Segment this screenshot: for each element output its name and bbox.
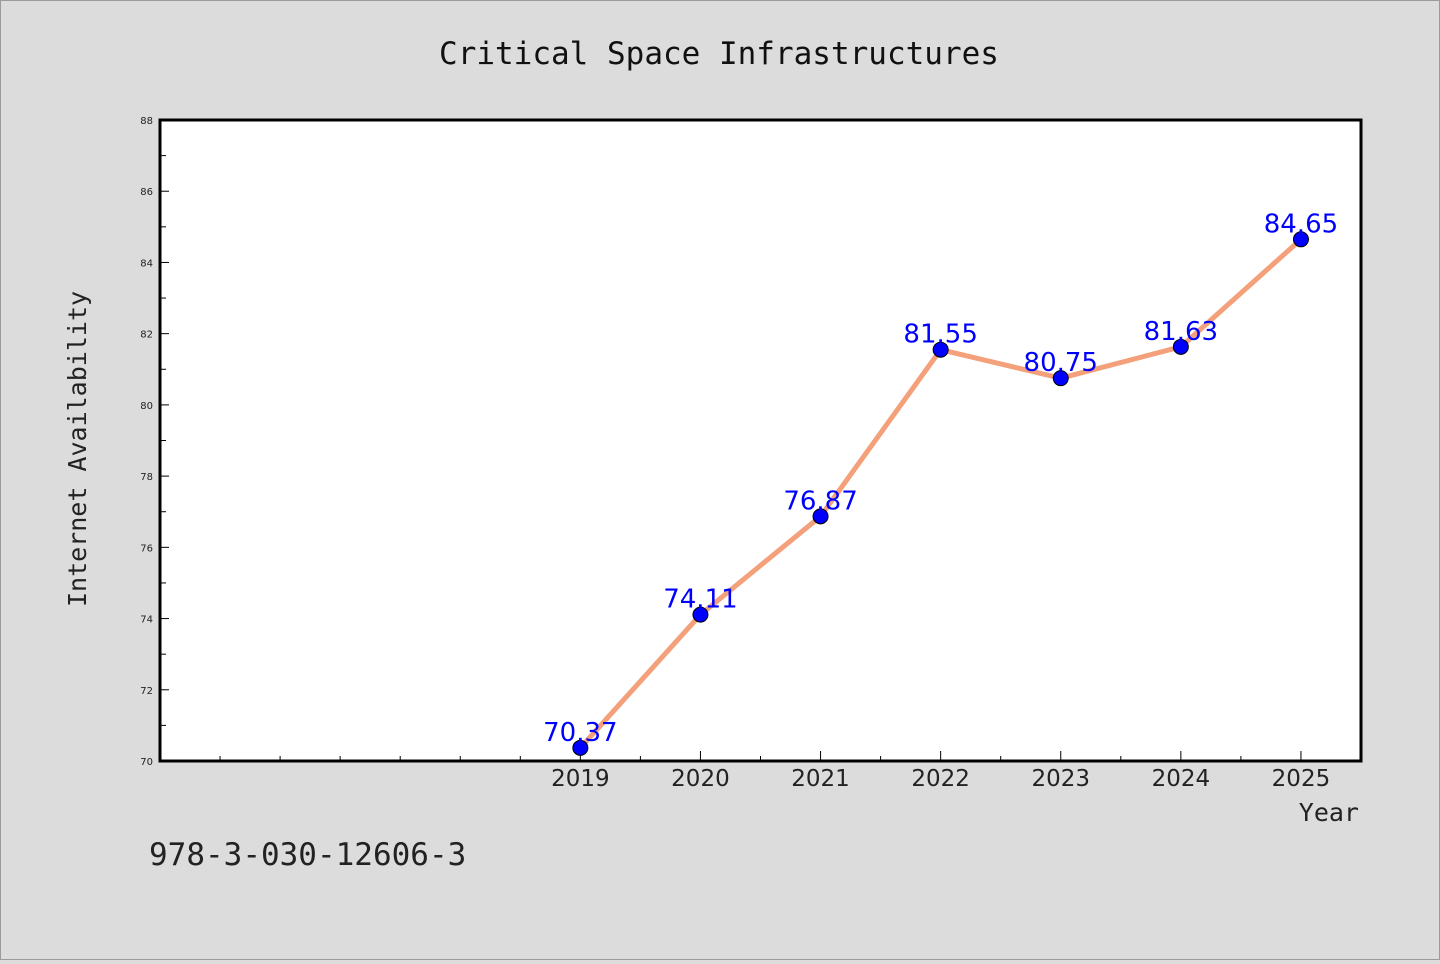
x-tick-label: 2025 <box>1272 766 1331 792</box>
plot-area <box>158 118 1363 763</box>
y-tick-label: 84 <box>140 258 153 269</box>
y-tick-label: 72 <box>140 686 153 697</box>
data-point <box>1052 370 1069 387</box>
chart-title: Critical Space Infrastructures <box>439 36 999 72</box>
y-tick-label: 88 <box>140 116 153 127</box>
y-tick-label: 82 <box>140 330 153 341</box>
isbn-label: 978-3-030-12606-3 <box>149 837 466 873</box>
data-label: 81.63 <box>1144 317 1218 347</box>
data-point <box>1172 338 1189 355</box>
data-labels: 70.37 74.11 76.87 81.55 80.75 81.63 84.65 <box>543 209 1338 748</box>
data-label: 80.75 <box>1024 348 1098 378</box>
data-label: 76.87 <box>783 486 857 516</box>
data-label: 81.55 <box>903 320 977 350</box>
x-axis-title: Year <box>1299 798 1359 827</box>
y-axis: 70 72 74 76 78 80 82 84 86 88 <box>140 116 169 768</box>
y-axis-title: Internet Availability <box>63 291 92 607</box>
x-tick-label: 2020 <box>671 766 730 792</box>
data-point <box>812 508 829 525</box>
x-tick-label: 2019 <box>551 766 610 792</box>
data-point <box>572 739 589 756</box>
x-tick-label: 2022 <box>911 766 970 792</box>
y-tick-label: 76 <box>140 543 153 554</box>
y-tick-label: 80 <box>140 401 153 412</box>
data-point <box>932 341 949 358</box>
x-axis: 2019 2020 2021 2022 2023 2024 2025 <box>159 751 1362 792</box>
x-tick-label: 2024 <box>1152 766 1211 792</box>
data-label: 74.11 <box>663 585 737 615</box>
y-tick-label: 78 <box>140 472 153 483</box>
x-tick-label: 2021 <box>791 766 850 792</box>
y-tick-label: 70 <box>140 757 153 768</box>
data-point <box>692 606 709 623</box>
y-tick-label: 86 <box>140 187 153 198</box>
data-label: 84.65 <box>1264 209 1338 239</box>
x-tick-label: 2023 <box>1031 766 1090 792</box>
y-tick-label: 74 <box>140 615 153 626</box>
series-markers <box>572 231 1309 756</box>
data-label: 70.37 <box>543 718 617 748</box>
data-point <box>1292 231 1309 248</box>
